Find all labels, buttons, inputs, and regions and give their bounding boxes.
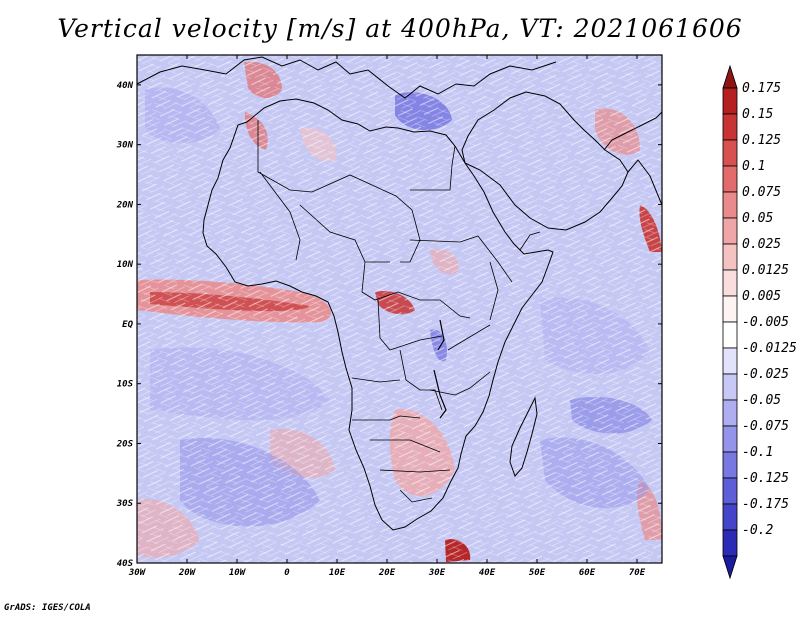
colorbar-swatch	[722, 217, 738, 245]
map-frame	[136, 54, 663, 564]
colorbar-swatch	[722, 373, 738, 401]
colorbar-label: -0.2	[742, 523, 773, 538]
x-tick-label: 20W	[178, 568, 197, 578]
colorbar-label: 0.175	[742, 81, 781, 96]
colorbar-swatch	[722, 139, 738, 167]
x-tick-label: 0	[284, 568, 290, 578]
x-tick-label: 30W	[128, 568, 147, 578]
colorbar-swatch	[722, 529, 738, 557]
great-lakes	[433, 319, 447, 419]
africa-coastline	[202, 98, 554, 531]
colorbar-extend-top	[722, 64, 738, 89]
grads-credit: GrADS: IGES/COLA	[4, 603, 91, 613]
colorbar-swatch	[722, 295, 738, 323]
field-texture-2	[137, 55, 662, 563]
y-tick-label: 40N	[117, 81, 134, 91]
colorbar-extend-bottom	[722, 555, 738, 580]
x-tick-label: 30E	[428, 568, 446, 578]
colorbar-swatch	[722, 321, 738, 349]
y-tick-label: 10S	[117, 380, 134, 390]
x-tick-label: 70E	[629, 568, 646, 578]
colorbar-label: -0.075	[742, 419, 789, 434]
x-tick-label: 10E	[329, 568, 346, 578]
colorbar-swatch	[722, 451, 738, 479]
y-tick-label: 20S	[116, 439, 134, 449]
colorbar-label: -0.005	[742, 315, 789, 330]
colorbar-label: -0.125	[742, 471, 789, 486]
country-borders	[257, 120, 541, 503]
asia-coastline	[603, 111, 662, 206]
madagascar-coastline	[509, 396, 538, 477]
colorbar-label: 0.15	[742, 107, 773, 122]
plot-area: 30W 20W 10W 0 10E 20E 30E 40E 50E 60E 70E 40N 30N 20N…	[116, 54, 663, 578]
colorbar-swatch	[722, 503, 738, 531]
colorbar-swatch	[722, 399, 738, 427]
colorbar-label: -0.0125	[742, 341, 797, 356]
y-tick-label: 20N	[116, 200, 134, 210]
colorbar-label: -0.05	[742, 393, 781, 408]
colorbar-swatch	[722, 113, 738, 141]
y-tick-label: EQ	[122, 320, 133, 330]
colorbar-label: -0.175	[742, 497, 789, 512]
colorbar-swatch	[722, 425, 738, 453]
x-tick-label: 60E	[579, 568, 596, 578]
y-tick-label: 30S	[116, 499, 134, 509]
colorbar-label: -0.025	[742, 367, 789, 382]
x-tick-label: 10W	[229, 568, 247, 578]
arabia-coastline	[461, 91, 629, 231]
colorbar-swatch	[722, 243, 738, 271]
x-tick-label: 50E	[529, 568, 546, 578]
colorbar-label: 0.1	[742, 159, 765, 174]
colorbar: 0.175 0.15 0.125 0.1 0.075 0.05 0.025 0.0125 0.0…	[722, 64, 797, 580]
colorbar-label: 0.125	[742, 133, 781, 148]
europe-coastline	[137, 56, 557, 99]
axis-ticks: 30W 20W 10W 0 10E 20E 30E 40E 50E 60E 70E 40N 30N 20N…	[116, 55, 662, 578]
colorbar-swatch	[722, 87, 738, 115]
colorbar-label: 0.005	[742, 289, 781, 304]
colorbar-label: 0.05	[742, 211, 773, 226]
colorbar-label: 0.075	[742, 185, 781, 200]
x-tick-label: 40E	[479, 568, 496, 578]
colorbar-label: 0.025	[742, 237, 781, 252]
y-tick-label: 30N	[116, 141, 134, 151]
colorbar-swatch	[722, 347, 738, 375]
colorbar-swatch	[722, 269, 738, 297]
colorbar-swatch	[722, 191, 738, 219]
colorbar-swatch	[722, 477, 738, 505]
chart-title: Vertical velocity [m/s] at 400hPa, VT: 2…	[57, 14, 743, 43]
y-tick-label: 40S	[117, 559, 134, 569]
y-tick-label: 10N	[117, 260, 134, 270]
colorbar-label: 0.0125	[742, 263, 789, 278]
colorbar-swatch	[722, 165, 738, 193]
colorbar-label: -0.1	[742, 445, 773, 460]
x-tick-label: 20E	[378, 568, 396, 578]
